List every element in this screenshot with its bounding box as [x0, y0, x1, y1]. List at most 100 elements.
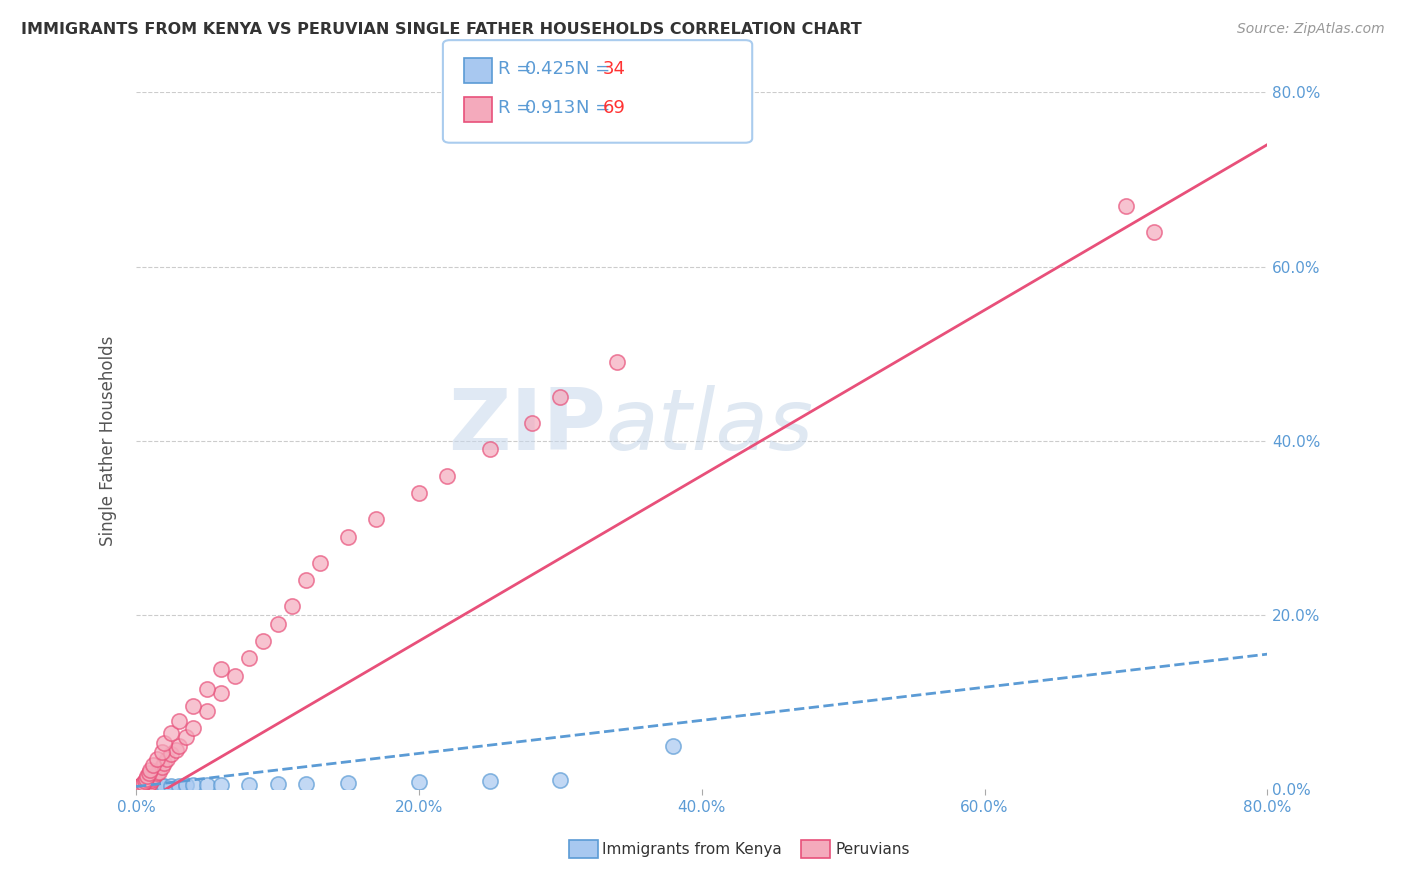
Point: [138, 766, 160, 780]
Point: [132, 780, 155, 795]
Point: [134, 774, 156, 789]
Point: [266, 616, 288, 631]
Point: [135, 776, 157, 790]
Point: [129, 779, 152, 793]
Point: [150, 779, 173, 793]
Point: [134, 777, 156, 791]
Point: [294, 573, 316, 587]
Point: [606, 355, 628, 369]
Point: [131, 780, 153, 795]
Point: [153, 756, 176, 770]
Point: [1115, 198, 1137, 212]
Point: [436, 468, 458, 483]
Point: [138, 780, 160, 795]
Point: [134, 780, 156, 795]
Y-axis label: Single Father Households: Single Father Households: [100, 335, 117, 546]
Point: [135, 780, 157, 794]
Point: [337, 530, 360, 544]
Point: [143, 769, 166, 783]
Point: [139, 776, 162, 790]
Text: ZIP: ZIP: [449, 385, 606, 468]
Text: 0.913: 0.913: [524, 99, 576, 117]
Point: [408, 486, 430, 500]
Text: atlas: atlas: [606, 385, 814, 468]
Point: [167, 714, 190, 729]
Point: [134, 780, 156, 794]
Point: [160, 725, 183, 739]
Point: [150, 745, 173, 759]
Point: [127, 780, 149, 795]
Point: [146, 752, 169, 766]
Point: [478, 774, 501, 789]
Point: [135, 779, 157, 793]
Point: [1143, 225, 1166, 239]
Point: [294, 777, 316, 791]
Point: [138, 777, 160, 791]
Point: [174, 778, 197, 792]
Point: [181, 699, 204, 714]
Point: [165, 743, 187, 757]
Point: [209, 778, 232, 792]
Point: [160, 779, 183, 793]
Point: [174, 730, 197, 744]
Point: [146, 780, 169, 794]
Point: [128, 780, 150, 795]
Point: [129, 780, 152, 795]
Point: [167, 739, 190, 753]
Point: [156, 752, 179, 766]
Point: [128, 780, 150, 794]
Point: [139, 763, 162, 777]
Point: [132, 780, 155, 795]
Point: [309, 556, 332, 570]
Point: [209, 662, 232, 676]
Text: N =: N =: [576, 60, 616, 78]
Point: [181, 721, 204, 735]
Point: [142, 757, 165, 772]
Point: [280, 599, 302, 614]
Point: [132, 780, 155, 795]
Point: [129, 780, 152, 794]
Point: [131, 778, 153, 792]
Point: [224, 669, 246, 683]
Point: [366, 512, 388, 526]
Point: [520, 417, 543, 431]
Point: [195, 681, 218, 696]
Point: [131, 780, 153, 794]
Point: [136, 778, 159, 792]
Point: [138, 774, 160, 789]
Point: [141, 772, 163, 787]
Point: [132, 780, 155, 794]
Point: [153, 779, 176, 793]
Point: [132, 776, 155, 790]
Point: [209, 686, 232, 700]
Point: [127, 780, 149, 795]
Text: Source: ZipAtlas.com: Source: ZipAtlas.com: [1237, 22, 1385, 37]
Point: [160, 747, 183, 762]
Point: [136, 769, 159, 783]
Point: [150, 760, 173, 774]
Text: IMMIGRANTS FROM KENYA VS PERUVIAN SINGLE FATHER HOUSEHOLDS CORRELATION CHART: IMMIGRANTS FROM KENYA VS PERUVIAN SINGLE…: [21, 22, 862, 37]
Point: [135, 772, 157, 786]
Point: [139, 773, 162, 788]
Text: Peruvians: Peruvians: [835, 842, 910, 856]
Point: [129, 780, 152, 795]
Point: [337, 776, 360, 790]
Point: [153, 736, 176, 750]
Text: Immigrants from Kenya: Immigrants from Kenya: [602, 842, 782, 856]
Point: [266, 777, 288, 791]
Point: [142, 771, 165, 785]
Point: [129, 780, 152, 794]
Text: N =: N =: [576, 99, 616, 117]
Point: [550, 773, 572, 788]
Text: 69: 69: [603, 99, 626, 117]
Text: 0.425: 0.425: [524, 60, 576, 78]
Point: [128, 780, 150, 794]
Point: [131, 778, 153, 792]
Point: [408, 775, 430, 789]
Point: [478, 442, 501, 457]
Point: [136, 780, 159, 794]
Point: [550, 390, 572, 404]
Text: 34: 34: [603, 60, 626, 78]
Point: [142, 780, 165, 794]
Point: [662, 739, 685, 753]
